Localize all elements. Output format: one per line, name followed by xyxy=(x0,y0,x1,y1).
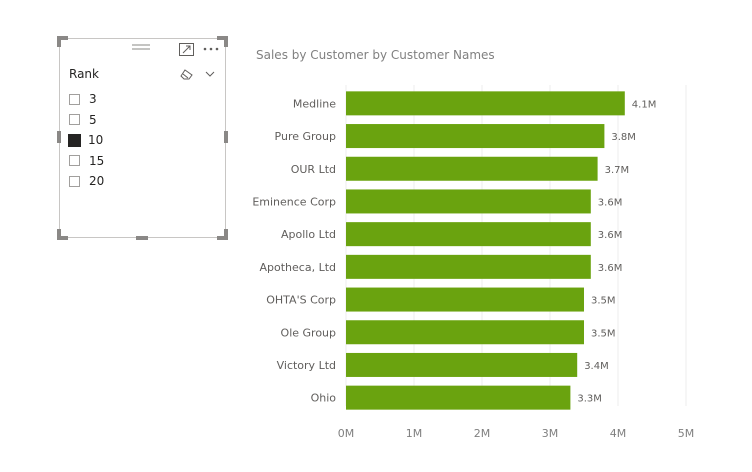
category-label: Ole Group xyxy=(281,326,336,339)
sales-bar-chart[interactable]: Sales by Customer by Customer Names 0M 1M… xyxy=(252,40,712,450)
resize-handle-top-right[interactable] xyxy=(217,36,228,40)
data-label: 3.8M xyxy=(611,132,636,143)
x-tick-label: 4M xyxy=(610,427,627,440)
checkbox[interactable] xyxy=(69,114,80,126)
category-label: Pure Group xyxy=(275,130,336,143)
drag-grip-icon[interactable] xyxy=(132,44,150,51)
eraser-icon[interactable] xyxy=(180,68,193,80)
data-label: 3.6M xyxy=(598,230,623,241)
category-label: Ohio xyxy=(311,392,337,405)
bar[interactable] xyxy=(346,91,625,116)
slicer-item-label: 20 xyxy=(89,174,105,189)
checkbox[interactable] xyxy=(69,155,80,167)
bar[interactable] xyxy=(346,156,598,181)
rank-slicer[interactable]: Rank 3 xyxy=(57,36,228,240)
bar[interactable] xyxy=(346,385,571,410)
checkbox[interactable] xyxy=(69,93,80,105)
data-label: 3.3M xyxy=(577,394,602,405)
slicer-title: Rank xyxy=(69,67,99,81)
data-label: 3.6M xyxy=(598,263,623,274)
x-tick-label: 3M xyxy=(542,427,559,440)
chart-title: Sales by Customer by Customer Names xyxy=(256,48,495,62)
category-label: OUR Ltd xyxy=(291,163,336,176)
slicer-header-actions xyxy=(180,68,215,80)
slicer-item-label: 10 xyxy=(88,133,104,148)
resize-handle-bottom-right-v[interactable] xyxy=(224,229,228,240)
resize-handle-bottom[interactable] xyxy=(136,236,148,240)
checkbox-checked[interactable] xyxy=(68,133,81,147)
slicer-item-15[interactable]: 15 xyxy=(69,151,104,172)
resize-handle-top-left[interactable] xyxy=(57,36,68,40)
slicer-item-label: 15 xyxy=(89,153,105,168)
x-tick-label: 0M xyxy=(338,427,355,440)
checkbox[interactable] xyxy=(69,175,80,187)
data-label: 3.4M xyxy=(584,361,609,372)
data-label: 3.5M xyxy=(591,296,616,307)
slicer-item-list: 3 5 10 15 20 xyxy=(68,89,104,192)
x-tick-label: 1M xyxy=(406,427,423,440)
slicer-item-label: 3 xyxy=(89,92,97,107)
chevron-down-icon[interactable] xyxy=(205,71,215,77)
category-label: Medline xyxy=(293,97,336,110)
data-label: 3.6M xyxy=(598,197,623,208)
slicer-item-10[interactable]: 10 xyxy=(68,130,104,151)
data-label: 3.5M xyxy=(591,328,616,339)
resize-handle-bottom-left[interactable] xyxy=(57,236,68,240)
resize-handle-right[interactable] xyxy=(224,131,228,143)
category-label: OHTA'S Corp xyxy=(266,294,336,307)
slicer-item-5[interactable]: 5 xyxy=(69,110,104,131)
category-label: Apotheca, Ltd xyxy=(260,261,337,274)
resize-handle-top-right-v[interactable] xyxy=(224,36,228,47)
x-tick-label: 5M xyxy=(678,427,695,440)
bar[interactable] xyxy=(346,287,584,312)
x-tick-label: 2M xyxy=(474,427,491,440)
chart-plot: 0M 1M 2M 3M 4M 5M Medline 4.1M Pure Group 3.8M OUR… xyxy=(252,85,695,440)
bar[interactable] xyxy=(346,254,591,279)
resize-handle-left[interactable] xyxy=(57,131,61,143)
bar[interactable] xyxy=(346,320,584,345)
more-options-icon[interactable] xyxy=(203,47,219,51)
category-label: Victory Ltd xyxy=(277,359,336,372)
slicer-item-3[interactable]: 3 xyxy=(69,89,104,110)
slicer-item-20[interactable]: 20 xyxy=(69,171,104,192)
resize-handle-bottom-left-v[interactable] xyxy=(57,229,61,240)
resize-handle-top-left-v[interactable] xyxy=(57,36,61,47)
bar[interactable] xyxy=(346,352,578,377)
bar[interactable] xyxy=(346,189,591,214)
bar[interactable] xyxy=(346,222,591,247)
visual-header-icons xyxy=(179,42,219,56)
resize-handle-bottom-right[interactable] xyxy=(217,236,228,240)
bar[interactable] xyxy=(346,124,605,149)
category-label: Apollo Ltd xyxy=(281,228,336,241)
data-label: 3.7M xyxy=(605,165,630,176)
category-label: Eminence Corp xyxy=(252,195,336,208)
focus-mode-icon[interactable] xyxy=(179,42,194,56)
data-label: 4.1M xyxy=(632,99,657,110)
slicer-header: Rank xyxy=(69,65,215,83)
slicer-item-label: 5 xyxy=(89,112,97,127)
